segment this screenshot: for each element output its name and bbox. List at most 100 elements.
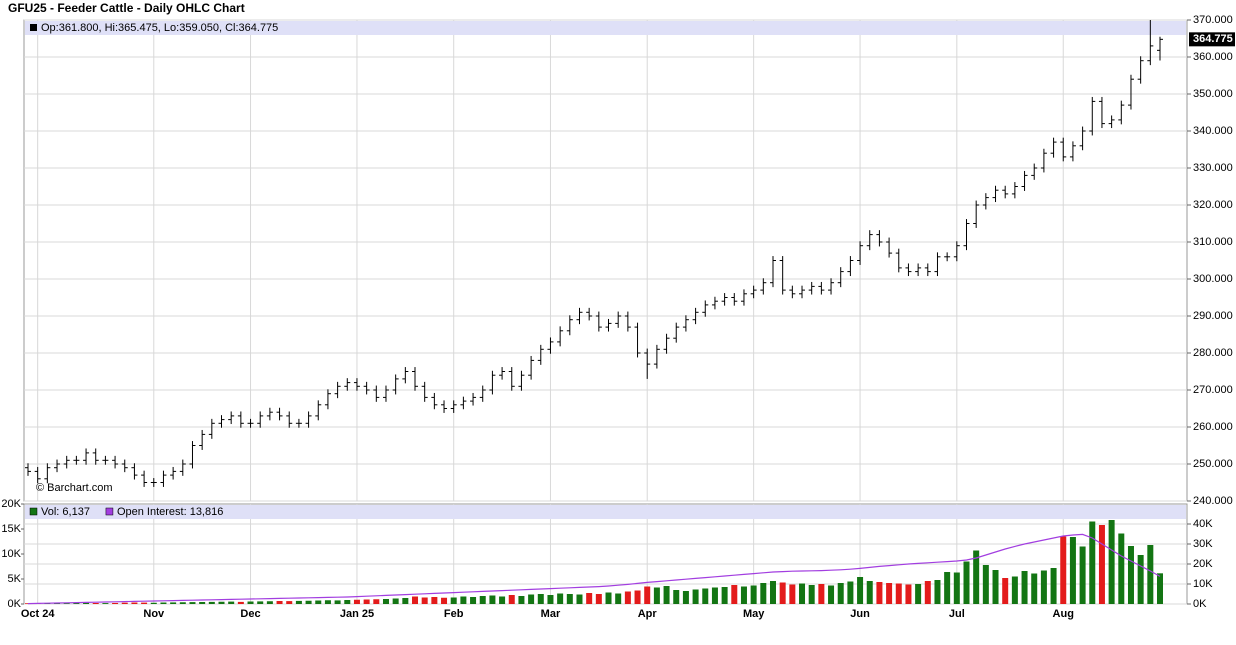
volume-bar (924, 581, 931, 604)
volume-bar (982, 565, 989, 604)
volume-bar (702, 588, 709, 604)
y2-tick-label: 10K (1193, 578, 1213, 590)
volume-bar (1021, 571, 1028, 604)
volume-bar (615, 593, 622, 604)
volume-bar (228, 601, 235, 604)
volume-bar (295, 600, 302, 604)
volume-bar (208, 601, 215, 604)
chart-title: GFU25 - Feeder Cattle - Daily OHLC Chart (8, 1, 245, 15)
x-tick-label: May (743, 608, 765, 620)
volume-bar (412, 596, 419, 604)
volume-bar (141, 602, 148, 604)
volume-bar (63, 603, 70, 604)
volume-bar (73, 602, 80, 604)
volume-bar (363, 599, 370, 604)
x-tick-label: Aug (1053, 608, 1074, 620)
volume-bar (334, 600, 341, 604)
y-tick-label: 260.000 (1193, 421, 1233, 433)
y-tick-label: 300.000 (1193, 273, 1233, 285)
legend-label: Open Interest: 13,816 (117, 506, 223, 518)
credit: © Barchart.com (36, 482, 113, 494)
volume-bar (1031, 573, 1038, 604)
info-strip (25, 21, 1186, 35)
volume-bar (750, 585, 757, 604)
volume-bar (944, 572, 951, 604)
x-tick-label: Apr (638, 608, 658, 620)
volume-bar (83, 602, 90, 604)
price-pane (23, 19, 1188, 502)
volume-bar (112, 602, 119, 604)
volume-bar (905, 584, 912, 604)
volume-bar (1050, 568, 1057, 604)
y2-tick-label: 20K (1193, 558, 1213, 570)
volume-bar (915, 584, 922, 604)
volume-bar (857, 577, 864, 604)
volume-bar (828, 585, 835, 604)
legend-strip (25, 505, 1186, 519)
info-marker (30, 24, 37, 31)
y-tick-label: 350.000 (1193, 88, 1233, 100)
volume-bar (721, 587, 728, 604)
y-tick-label: 370.000 (1193, 14, 1233, 26)
x-tick-label: Mar (541, 608, 561, 620)
x-tick-label: Feb (444, 608, 464, 620)
volume-bar (382, 599, 389, 604)
x-tick-label: Oct 24 (21, 608, 56, 620)
volume-bar (315, 600, 322, 604)
volume-bar (286, 601, 293, 604)
volume-bar (392, 598, 399, 604)
volume-bar (189, 602, 196, 604)
legend-swatch (105, 507, 114, 516)
volume-bar (121, 602, 128, 604)
y-tick-label: 20K (1, 498, 21, 510)
last-price-label: 364.775 (1193, 33, 1233, 45)
volume-bar (199, 602, 206, 604)
volume-bar (344, 600, 351, 604)
volume-bar (431, 597, 438, 604)
y-tick-label: 290.000 (1193, 310, 1233, 322)
y-tick-label: 270.000 (1193, 384, 1233, 396)
volume-bar (886, 583, 893, 604)
volume-bar (160, 602, 167, 604)
volume-bar (1040, 570, 1047, 604)
volume-bar (847, 581, 854, 604)
volume-bar (934, 580, 941, 604)
volume-bar (150, 602, 157, 604)
volume-bar (963, 561, 970, 604)
volume-bar (421, 597, 428, 604)
volume-bar (131, 602, 138, 604)
volume-bar (953, 572, 960, 604)
volume-bar (1089, 521, 1096, 604)
legend-swatch (29, 507, 38, 516)
x-tick-label: Jul (949, 608, 965, 620)
volume-bar (760, 583, 767, 604)
volume-bar (237, 601, 244, 604)
y-tick-label: 250.000 (1193, 458, 1233, 470)
volume-bar (1137, 555, 1144, 604)
volume-bar (402, 598, 409, 604)
volume-bar (1079, 546, 1086, 604)
volume-bar (1011, 576, 1018, 604)
y-tick-label: 360.000 (1193, 51, 1233, 63)
volume-bar (257, 601, 264, 604)
volume-bar (324, 600, 331, 604)
x-tick-label: Dec (240, 608, 260, 620)
volume-bar (973, 550, 980, 604)
volume-bar (266, 601, 273, 604)
volume-bar (1147, 545, 1154, 604)
x-tick-label: Jan 25 (340, 608, 374, 620)
volume-bar (1069, 537, 1076, 604)
volume-bar (450, 597, 457, 604)
y-tick-label: 330.000 (1193, 162, 1233, 174)
volume-bar (789, 584, 796, 604)
volume-bar (557, 593, 564, 604)
volume-bar (25, 603, 31, 604)
y-tick-label: 5K (8, 573, 22, 585)
volume-bar (1118, 533, 1125, 604)
volume-bar (663, 586, 670, 604)
volume-bar (740, 586, 747, 604)
volume-bar (1002, 578, 1009, 604)
volume-bar (837, 583, 844, 604)
y2-tick-label: 40K (1193, 518, 1213, 530)
y-tick-label: 320.000 (1193, 199, 1233, 211)
